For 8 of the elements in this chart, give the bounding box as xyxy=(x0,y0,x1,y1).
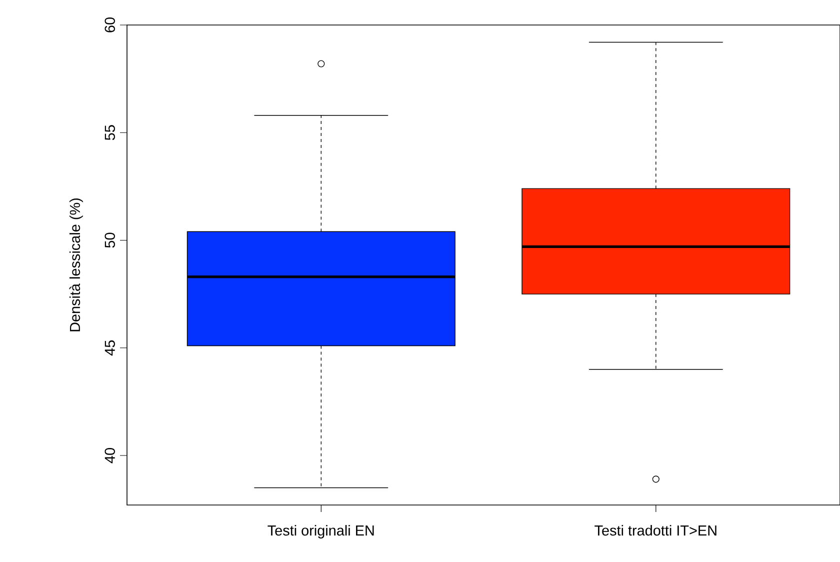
x-tick-label: Testi originali EN xyxy=(268,525,374,538)
y-tick-label: 50 xyxy=(104,232,115,248)
x-tick-label: Testi tradotti IT>EN xyxy=(594,525,716,536)
y-tick-label: 40 xyxy=(104,448,115,464)
y-tick-label: 55 xyxy=(104,125,115,140)
y-tick-label: 60 xyxy=(104,18,115,32)
y-axis-title: Densità lessicale (%) xyxy=(69,198,83,332)
y-tick-label: 45 xyxy=(104,340,115,356)
